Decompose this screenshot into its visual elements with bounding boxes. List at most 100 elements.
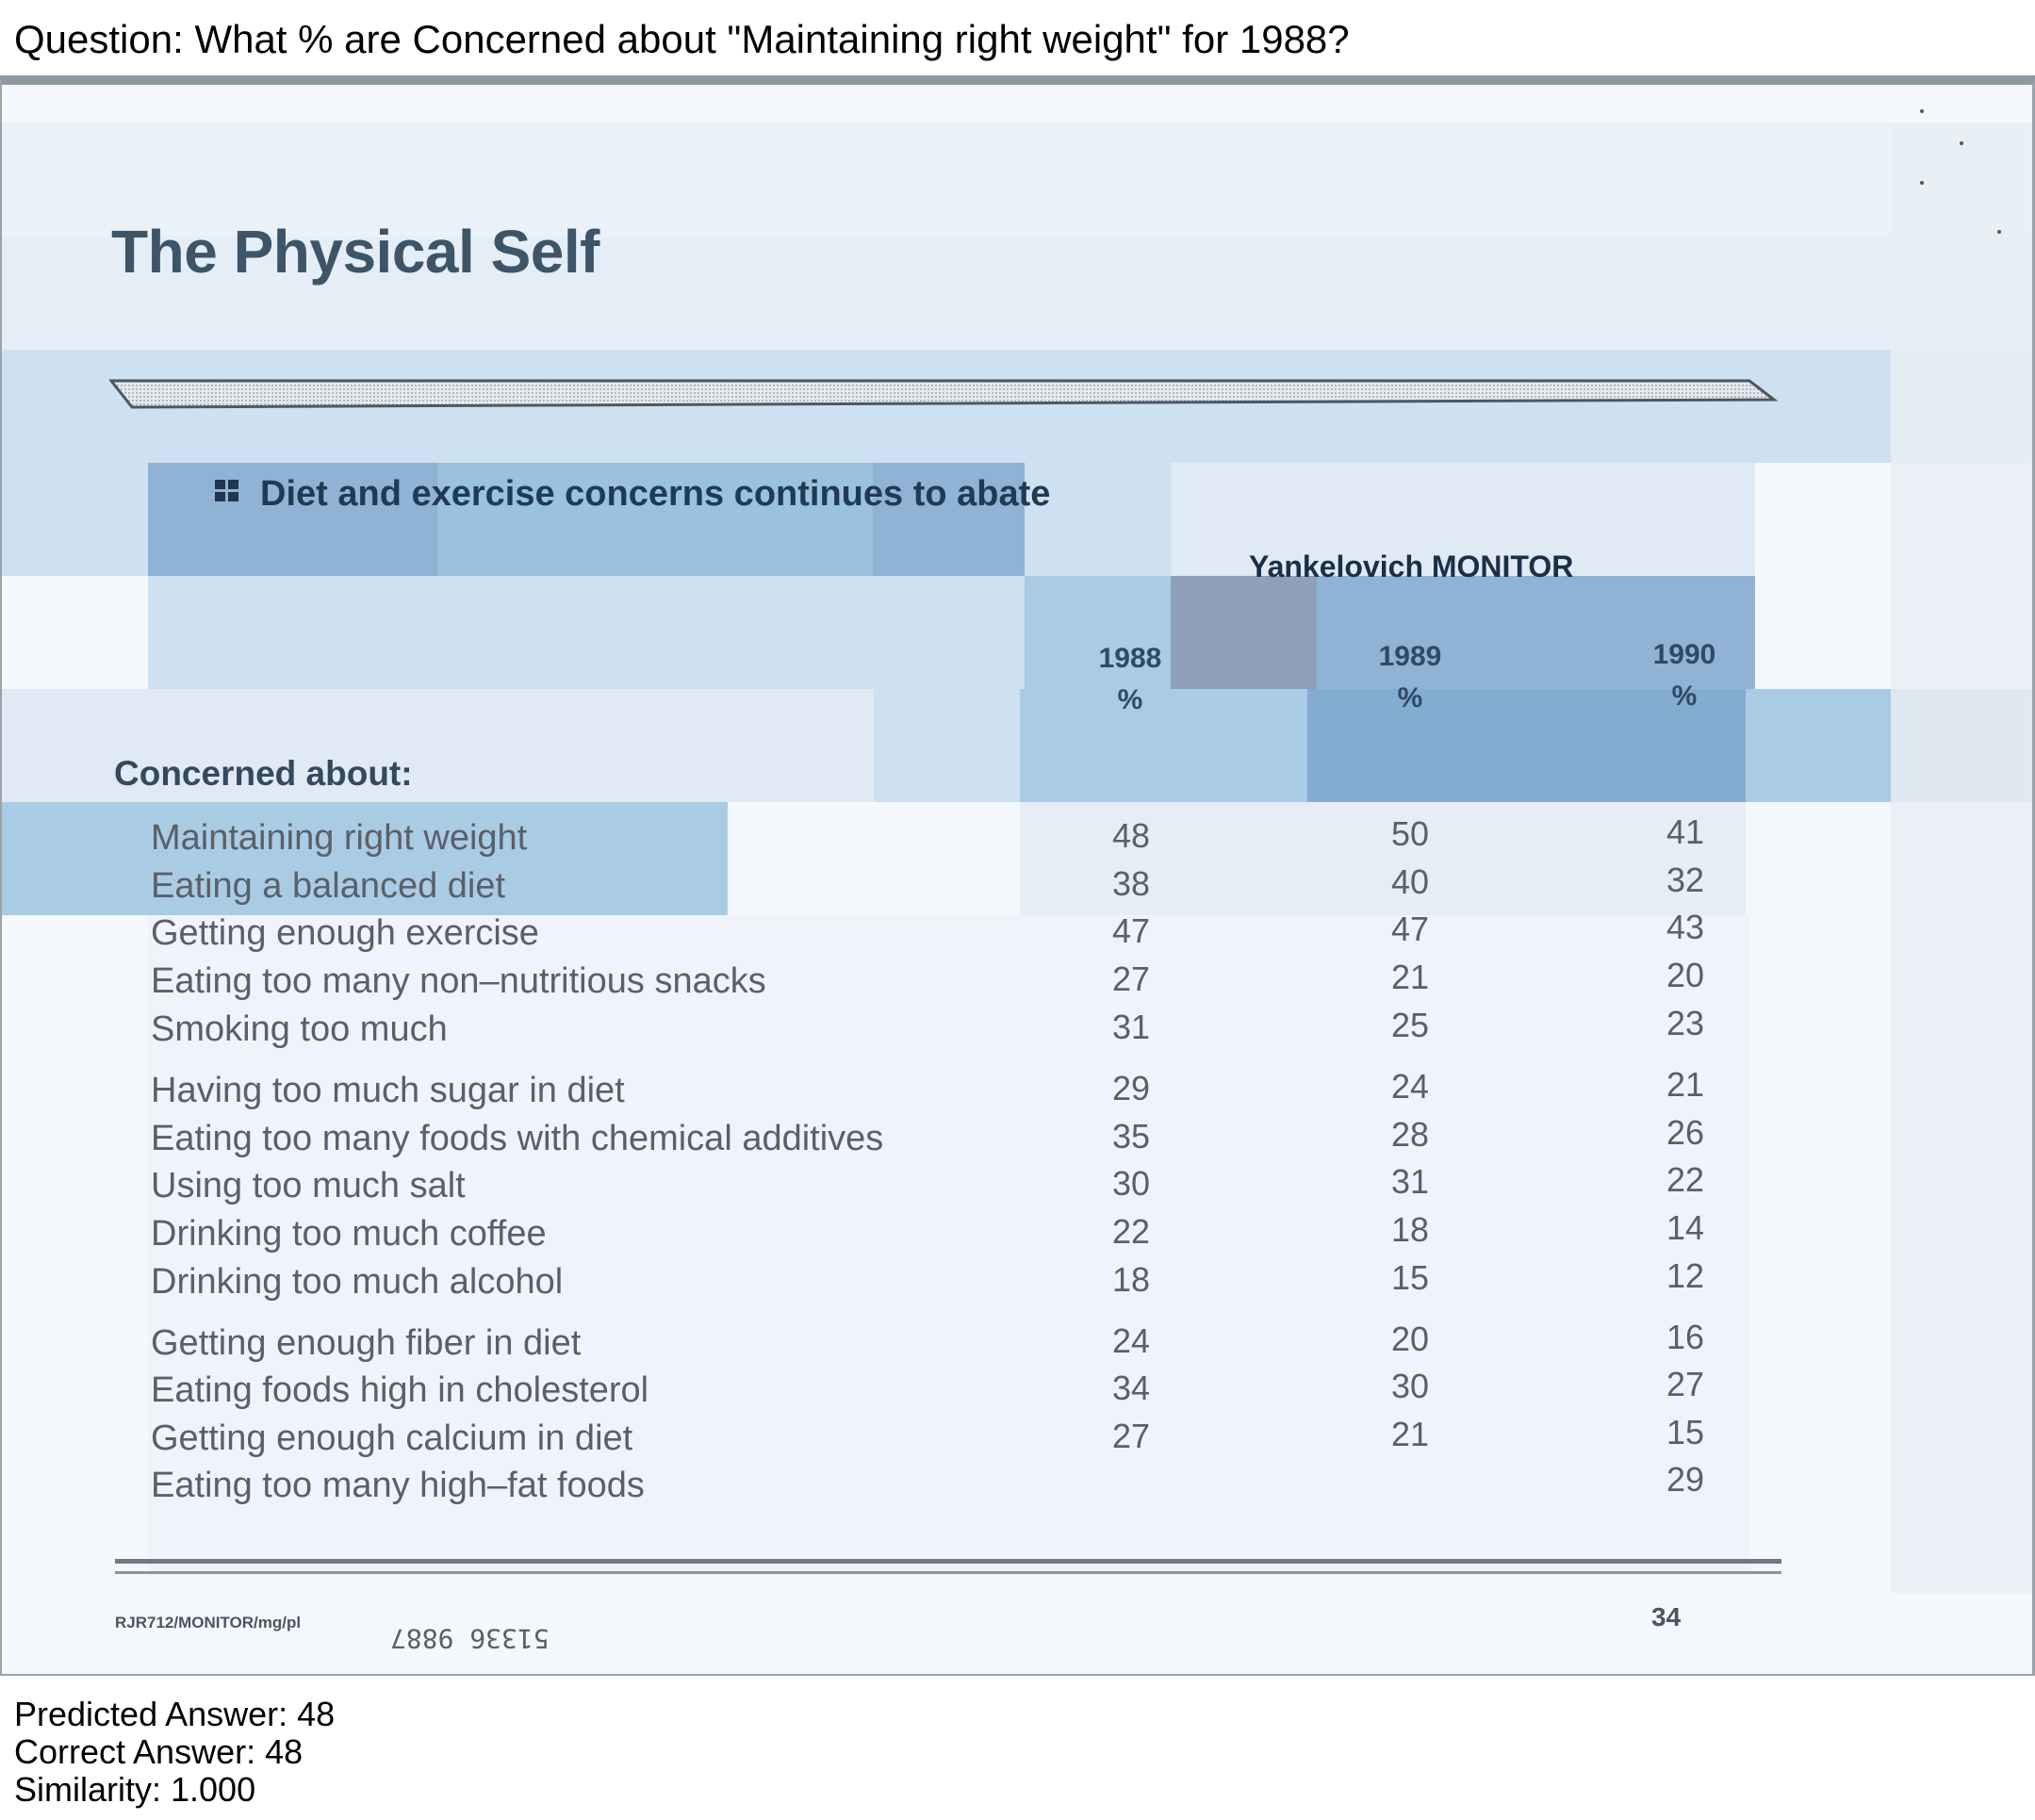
row-value-1989: 24 xyxy=(1390,1067,1430,1106)
heatmap-tile xyxy=(2,237,2032,350)
row-value-1989: 18 xyxy=(1390,1210,1430,1249)
row-value-1990: 14 xyxy=(1666,1208,1705,1247)
row-label: Drinking too much coffee xyxy=(151,1214,547,1254)
predicted-answer: Predicted Answer: 48 xyxy=(14,1695,336,1733)
title-underline xyxy=(109,379,1778,409)
row-value-1990: 12 xyxy=(1666,1256,1705,1295)
bullet-grid-icon xyxy=(215,479,239,502)
subtitle-row: Diet and exercise concerns continues to … xyxy=(215,474,1050,515)
column-unit: % xyxy=(1671,680,1698,712)
row-value-1988: 47 xyxy=(1111,911,1151,950)
row-value-1990: 15 xyxy=(1666,1413,1705,1451)
row-value-1989: 40 xyxy=(1390,862,1430,901)
column-header-1990: 1990 % xyxy=(1628,634,1741,717)
row-value-1989: 20 xyxy=(1390,1320,1430,1358)
heatmap-tile xyxy=(2,689,874,802)
row-value-1988: 18 xyxy=(1111,1260,1151,1299)
heatmap-tile xyxy=(1317,576,1755,689)
row-value-1989: 30 xyxy=(1390,1367,1430,1405)
row-label: Having too much sugar in diet xyxy=(151,1071,625,1110)
row-value-1989: 15 xyxy=(1390,1258,1430,1297)
row-value-1990: 27 xyxy=(1666,1365,1705,1403)
row-value-1990: 16 xyxy=(1666,1318,1705,1356)
column-year: 1988 xyxy=(1098,643,1162,674)
row-value-1988: 38 xyxy=(1111,864,1151,903)
row-label: Smoking too much xyxy=(151,1009,448,1049)
row-value-1990: 43 xyxy=(1666,908,1705,946)
row-label: Eating too many foods with chemical addi… xyxy=(151,1119,884,1158)
scan-speck xyxy=(1997,230,2001,234)
row-value-1989: 25 xyxy=(1390,1006,1430,1044)
row-value-1988: 30 xyxy=(1111,1164,1151,1203)
source-label: Yankelovich MONITOR xyxy=(1249,549,1574,583)
similarity-score: Similarity: 1.000 xyxy=(14,1770,256,1809)
row-label: Eating foods high in cholesterol xyxy=(151,1370,649,1410)
document-stamp: 51336 9887 xyxy=(390,1623,550,1654)
row-value-1988: 22 xyxy=(1111,1212,1151,1251)
row-value-1989: 28 xyxy=(1390,1115,1430,1154)
row-value-1988: 27 xyxy=(1111,959,1151,998)
correct-answer: Correct Answer: 48 xyxy=(14,1732,304,1771)
row-value-1990: 41 xyxy=(1666,812,1705,851)
heatmap-tile xyxy=(1171,576,1317,689)
row-label: Eating a balanced diet xyxy=(151,866,506,906)
subtitle: Diet and exercise concerns continues to … xyxy=(260,474,1051,514)
row-value-1988: 24 xyxy=(1111,1321,1151,1360)
heatmap-tile xyxy=(1025,463,1171,576)
heatmap-tile xyxy=(1020,802,1746,915)
row-label: Getting enough fiber in diet xyxy=(151,1323,582,1363)
row-value-1988: 48 xyxy=(1111,816,1151,855)
page-number: 34 xyxy=(1651,1602,1682,1631)
footer-rule xyxy=(115,1559,1781,1564)
heatmap-tile xyxy=(437,463,873,576)
column-header-1989: 1989 % xyxy=(1354,636,1467,719)
row-label: Using too much salt xyxy=(151,1166,466,1205)
row-value-1988: 35 xyxy=(1111,1117,1151,1156)
scan-speck xyxy=(1960,141,1963,145)
heatmap-tile xyxy=(2,802,728,915)
row-value-1990: 26 xyxy=(1666,1113,1705,1152)
heatmap-tile xyxy=(1171,463,1755,576)
row-value-1989: 50 xyxy=(1390,814,1430,853)
scan-speck xyxy=(1920,181,1924,185)
row-value-1990: 29 xyxy=(1666,1460,1705,1499)
row-label: Drinking too much alcohol xyxy=(151,1262,564,1302)
footer-rule-thin xyxy=(115,1571,1781,1574)
row-value-1990: 20 xyxy=(1666,956,1705,994)
heatmap-tile xyxy=(148,915,1750,1575)
row-value-1988: 29 xyxy=(1111,1069,1151,1107)
heatmap-tile xyxy=(1307,689,1746,802)
heatmap-tile xyxy=(1891,123,2032,1593)
row-value-1988: 27 xyxy=(1111,1417,1151,1455)
heatmap-tile xyxy=(148,576,1025,689)
heatmap-tile xyxy=(1025,576,1171,689)
heatmap-tile xyxy=(874,689,1020,802)
row-value-1988: 31 xyxy=(1111,1008,1151,1046)
row-value-1990: 23 xyxy=(1666,1004,1705,1042)
row-label: Maintaining right weight xyxy=(151,818,528,858)
column-header-1988: 1988 % xyxy=(1074,638,1187,721)
scan-speck xyxy=(1920,109,1924,113)
column-unit: % xyxy=(1117,684,1143,715)
row-label: Getting enough exercise xyxy=(151,913,539,953)
row-value-1990: 21 xyxy=(1666,1065,1705,1104)
section-label: Concerned about: xyxy=(114,754,413,793)
heatmap-tile xyxy=(2,463,148,576)
row-label: Eating too many high–fat foods xyxy=(151,1466,645,1505)
row-value-1989: 21 xyxy=(1390,1415,1430,1453)
row-label: Eating too many non–nutritious snacks xyxy=(151,961,766,1001)
row-label: Getting enough calcium in diet xyxy=(151,1418,633,1458)
row-value-1990: 22 xyxy=(1666,1160,1705,1199)
row-value-1988: 34 xyxy=(1111,1369,1151,1407)
row-value-1990: 32 xyxy=(1666,861,1705,899)
column-year: 1990 xyxy=(1652,639,1716,670)
document-title: The Physical Self xyxy=(111,218,599,286)
document-image xyxy=(0,75,2035,1676)
heatmap-tile xyxy=(2,123,2032,237)
column-unit: % xyxy=(1397,682,1423,713)
question-text: Question: What % are Concerned about "Ma… xyxy=(14,17,1350,61)
footer-code: RJR712/MONITOR/mg/pl xyxy=(115,1614,302,1631)
row-value-1989: 21 xyxy=(1390,958,1430,996)
row-value-1989: 31 xyxy=(1390,1162,1430,1201)
row-value-1989: 47 xyxy=(1390,910,1430,948)
